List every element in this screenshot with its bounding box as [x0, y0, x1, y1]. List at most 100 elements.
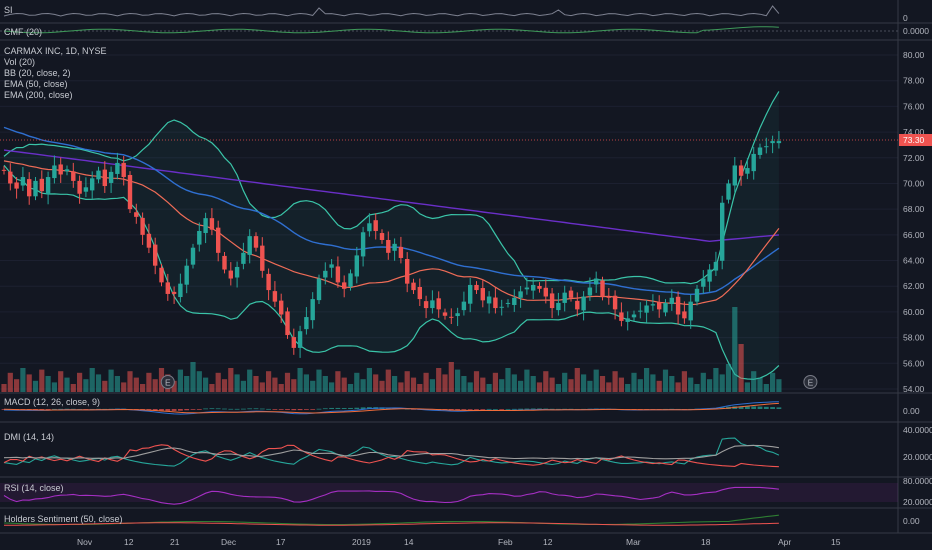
- candlesticks: [1, 131, 782, 358]
- candle-body: [549, 293, 555, 309]
- volume-bar: [39, 369, 45, 392]
- candle-body: [449, 316, 454, 318]
- volume-bar: [7, 372, 13, 392]
- symbol-label: CARMAX INC, 1D, NYSE: [4, 46, 107, 56]
- candle-body: [732, 165, 737, 186]
- volume-bar: [410, 377, 417, 392]
- macd-histogram-bar: [247, 408, 253, 410]
- candle-body: [423, 301, 429, 309]
- holders-sentiment-signal: [4, 522, 779, 526]
- volume-bar: [58, 371, 64, 392]
- candle-body: [178, 283, 183, 298]
- legend-ema50: EMA (50, close): [4, 79, 68, 89]
- si-label: SI: [4, 5, 13, 15]
- volume-bar: [581, 374, 587, 392]
- macd-histogram-bar: [58, 408, 64, 410]
- macd-panel: MACD (12, 26, close, 9) 0.00: [1, 397, 920, 416]
- candle-body: [594, 278, 599, 285]
- candle-body: [329, 264, 334, 268]
- candle-body: [644, 305, 649, 313]
- volume-bar: [656, 380, 662, 392]
- volume-bar: [177, 369, 183, 392]
- candle-body: [757, 147, 763, 155]
- volume-bar: [70, 384, 76, 392]
- time-tick-label: Mar: [626, 537, 641, 547]
- candle-body: [146, 233, 152, 248]
- price-tick-label: 76.00: [903, 101, 925, 111]
- price-tick-label: 68.00: [903, 204, 925, 214]
- candle-body: [8, 171, 13, 184]
- macd-histogram-bar: [474, 409, 479, 410]
- dmi-label: DMI (14, 14): [4, 432, 54, 442]
- macd-histogram-bar: [259, 408, 265, 410]
- macd-histogram-bar: [757, 406, 763, 409]
- volume-bar: [461, 376, 467, 392]
- candle-body: [468, 284, 473, 304]
- candle-body: [682, 311, 687, 319]
- macd-histogram-bar: [455, 409, 460, 410]
- candle-body: [675, 296, 681, 315]
- candle-body: [663, 302, 668, 313]
- volume-bar: [379, 380, 385, 392]
- volume-bar: [291, 379, 297, 392]
- candle-body: [600, 280, 605, 297]
- rsi-tick-20: 20.0000: [903, 497, 932, 507]
- volume-bar: [417, 384, 423, 392]
- volume-bar: [650, 374, 656, 392]
- volume-bar: [171, 380, 177, 392]
- volume-bar: [45, 376, 51, 392]
- candle-body: [606, 296, 611, 298]
- macd-histogram-bar: [209, 408, 215, 410]
- time-tick-label: Feb: [498, 537, 513, 547]
- volume-bar: [562, 372, 568, 392]
- volume-bar: [738, 344, 744, 392]
- macd-histogram-bar: [461, 409, 467, 410]
- price-tick-label: 78.00: [903, 76, 925, 86]
- candle-body: [197, 230, 202, 245]
- bollinger-lower: [3, 164, 780, 380]
- candle-body: [20, 177, 26, 186]
- candle-body: [203, 218, 208, 234]
- macd-histogram-bar: [322, 408, 328, 410]
- dmi-tick-20: 20.0000: [903, 452, 932, 462]
- adx-line: [3, 444, 779, 460]
- price-tick-label: 80.00: [903, 50, 925, 60]
- volume-bar: [442, 374, 448, 392]
- macd-tick: 0.00: [903, 406, 920, 416]
- candle-body: [140, 217, 145, 235]
- volume-bar: [587, 380, 593, 392]
- candle-body: [171, 291, 177, 294]
- macd-signal-line: [3, 402, 779, 414]
- candle-body: [764, 146, 769, 148]
- volume-bar: [707, 379, 713, 392]
- candle-body: [323, 270, 328, 278]
- volume-bar: [518, 380, 524, 392]
- candle-body: [71, 171, 76, 181]
- volume-bar: [455, 369, 461, 392]
- time-tick-label: 15: [831, 537, 841, 547]
- macd-histogram-bar: [159, 409, 164, 411]
- candle-body: [650, 304, 656, 306]
- macd-histogram-bar: [152, 409, 158, 411]
- macd-histogram-bar: [146, 409, 152, 411]
- cmf-label: CMF (20): [4, 27, 42, 37]
- time-tick-label: 2019: [352, 537, 371, 547]
- volume-bar: [725, 364, 732, 392]
- candle-body: [342, 282, 347, 289]
- candle-body: [115, 162, 120, 174]
- volume-bar: [95, 374, 102, 392]
- macd-histogram-bar: [543, 408, 549, 410]
- macd-histogram-bar: [392, 407, 397, 409]
- candle-body: [543, 287, 548, 297]
- volume-bar: [152, 379, 158, 392]
- earnings-marker-label: E: [808, 378, 814, 388]
- volume-bar: [32, 380, 39, 392]
- candle-body: [575, 300, 580, 310]
- volume-bar: [366, 368, 372, 392]
- volume-bar: [757, 377, 763, 392]
- candle-body: [430, 300, 435, 309]
- volume-bar: [713, 368, 719, 392]
- candle-body: [14, 182, 19, 189]
- candle-body: [121, 162, 126, 178]
- candle-body: [216, 227, 221, 253]
